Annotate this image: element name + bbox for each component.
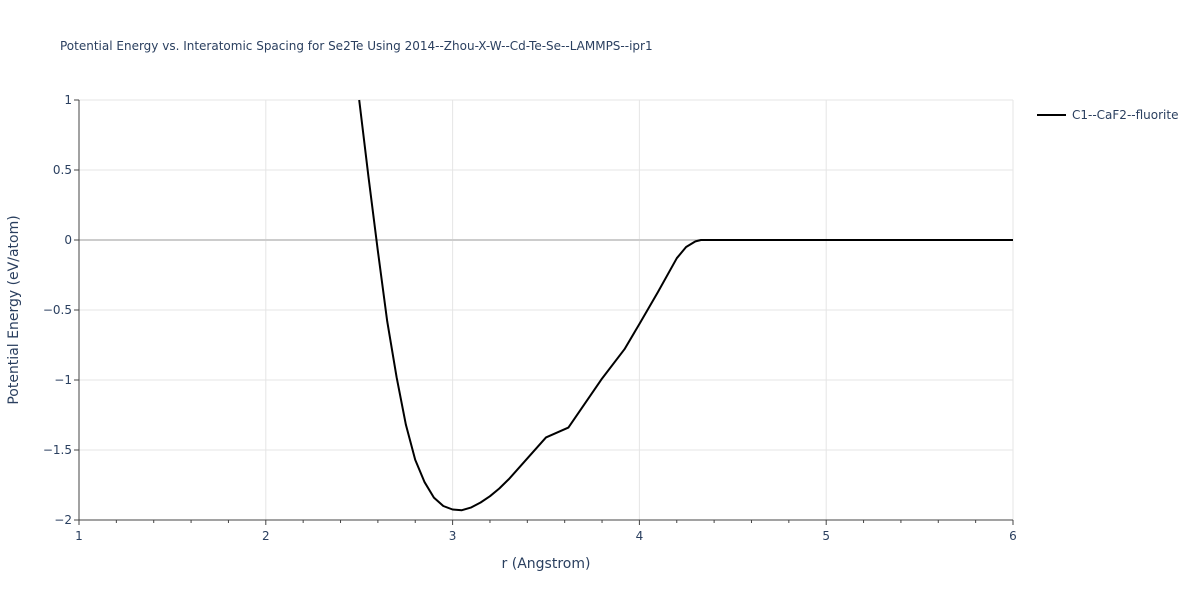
y-tick-label-0: −2	[54, 513, 72, 527]
x-tick-label-3: 4	[636, 529, 644, 543]
y-axis-title: Potential Energy (eV/atom)	[6, 215, 22, 404]
x-tick-label-0: 1	[75, 529, 83, 543]
x-tick-label-5: 6	[1009, 529, 1017, 543]
x-axis: 1 2 3 4 5 6	[75, 519, 1017, 543]
y-tick-label-4: 0	[64, 233, 72, 247]
x-tick-label-4: 5	[822, 529, 830, 543]
y-tick-label-3: −0.5	[43, 303, 72, 317]
grid	[79, 99, 1014, 520]
y-tick-label-2: −1	[54, 373, 72, 387]
plot-series	[358, 99, 1013, 512]
chart-title: Potential Energy vs. Interatomic Spacing…	[60, 39, 653, 53]
y-tick-label-6: 1	[64, 93, 72, 107]
y-axis: −2 −1.5 −1 −0.5 0 0.5 1	[43, 93, 80, 527]
legend[interactable]: C1--CaF2--fluorite	[1037, 108, 1178, 122]
y-tick-label-1: −1.5	[43, 443, 72, 457]
y-tick-label-5: 0.5	[53, 163, 72, 177]
x-tick-label-2: 3	[449, 529, 457, 543]
x-axis-title: r (Angstrom)	[502, 556, 591, 572]
series-line-0	[358, 99, 1013, 512]
x-tick-label-1: 2	[262, 529, 270, 543]
legend-label-0[interactable]: C1--CaF2--fluorite	[1072, 108, 1178, 122]
